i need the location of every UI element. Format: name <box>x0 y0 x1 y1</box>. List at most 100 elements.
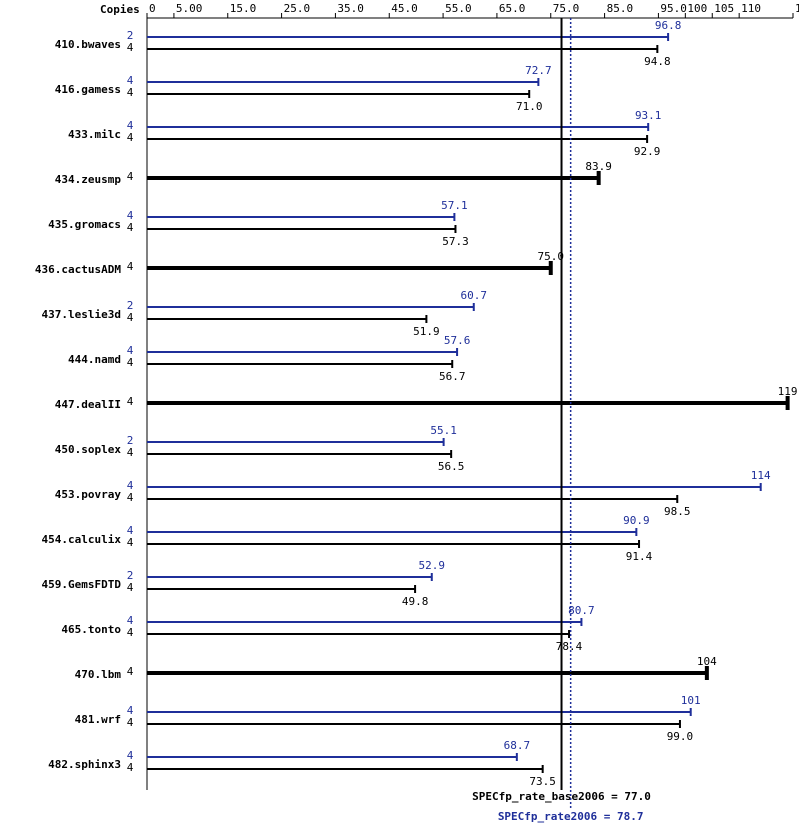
reference-label: SPECfp_rate_base2006 = 77.0 <box>472 790 651 803</box>
category-label: 459.GemsFDTD <box>42 578 122 591</box>
copies-label: 4 <box>127 260 134 273</box>
copies-label: 4 <box>127 524 134 537</box>
copies-label: 4 <box>127 446 134 459</box>
category-label: 447.dealII <box>55 398 121 411</box>
value-label: 60.7 <box>461 289 488 302</box>
bar <box>147 720 681 728</box>
x-tick-label: 5.00 <box>176 2 203 15</box>
x-tick-label: 85.0 <box>607 2 634 15</box>
copies-label: 2 <box>127 29 134 42</box>
value-label: 104 <box>697 655 717 668</box>
bar <box>147 495 679 503</box>
category-label: 481.wrf <box>75 713 121 726</box>
category-label: 450.soplex <box>55 443 122 456</box>
value-label: 72.7 <box>525 64 552 77</box>
x-tick-label: 25.0 <box>284 2 311 15</box>
value-label: 73.5 <box>529 775 556 788</box>
value-label: 56.7 <box>439 370 466 383</box>
bar <box>147 225 457 233</box>
value-label: 80.7 <box>568 604 595 617</box>
x-tick-label: 15.0 <box>230 2 257 15</box>
copies-label: 4 <box>127 761 134 774</box>
bar <box>147 753 518 761</box>
copies-label: 4 <box>127 74 134 87</box>
x-tick-label: 95.0 <box>660 2 687 15</box>
bar <box>147 261 553 275</box>
copies-label: 4 <box>127 344 134 357</box>
copies-label: 4 <box>127 209 134 222</box>
value-label: 57.3 <box>442 235 469 248</box>
bar <box>147 528 638 536</box>
value-label: 56.5 <box>438 460 465 473</box>
bar <box>147 123 650 131</box>
value-label: 101 <box>681 694 701 707</box>
copies-label: 4 <box>127 704 134 717</box>
value-label: 114 <box>751 469 771 482</box>
copies-label: 4 <box>127 170 134 183</box>
copies-label: 4 <box>127 716 134 729</box>
category-label: 444.namd <box>68 353 121 366</box>
value-label: 52.9 <box>419 559 446 572</box>
bar <box>147 765 544 773</box>
bar <box>147 573 433 581</box>
copies-label: 4 <box>127 356 134 369</box>
bar <box>147 213 456 221</box>
bar <box>147 171 601 185</box>
copies-label: 4 <box>127 86 134 99</box>
copies-label: 2 <box>127 569 134 582</box>
value-label: 68.7 <box>504 739 531 752</box>
value-label: 90.9 <box>623 514 650 527</box>
value-label: 91.4 <box>626 550 653 563</box>
bar <box>147 618 583 626</box>
x-tick-label: 35.0 <box>337 2 364 15</box>
copies-label: 4 <box>127 626 134 639</box>
copies-header: Copies <box>100 3 140 16</box>
copies-label: 4 <box>127 119 134 132</box>
bar <box>147 78 540 86</box>
bar <box>147 708 692 716</box>
bar <box>147 540 641 548</box>
copies-label: 4 <box>127 614 134 627</box>
x-tick-label: 100 <box>687 2 707 15</box>
value-label: 99.0 <box>667 730 694 743</box>
value-label: 96.8 <box>655 19 682 32</box>
copies-label: 4 <box>127 479 134 492</box>
copies-label: 4 <box>127 41 134 54</box>
bar <box>147 438 445 446</box>
bar <box>147 360 454 368</box>
x-tick-label: 65.0 <box>499 2 525 15</box>
value-label: 93.1 <box>635 109 662 122</box>
copies-label: 4 <box>127 749 134 762</box>
bar <box>147 630 571 638</box>
category-label: 482.sphinx3 <box>48 758 121 771</box>
x-tick-label: 110 <box>741 2 761 15</box>
value-label: 55.1 <box>430 424 457 437</box>
x-tick-label: 55.0 <box>445 2 472 15</box>
bar <box>147 90 531 98</box>
copies-label: 4 <box>127 311 134 324</box>
category-label: 437.leslie3d <box>42 308 121 321</box>
bar <box>147 315 428 323</box>
copies-label: 2 <box>127 434 134 447</box>
value-label: 51.9 <box>413 325 440 338</box>
bar <box>147 450 453 458</box>
value-label: 78.4 <box>556 640 583 653</box>
category-label: 454.calculix <box>42 533 122 546</box>
value-label: 71.0 <box>516 100 543 113</box>
value-label: 83.9 <box>585 160 612 173</box>
copies-label: 2 <box>127 299 134 312</box>
category-label: 435.gromacs <box>48 218 121 231</box>
copies-label: 4 <box>127 581 134 594</box>
value-label: 75.0 <box>538 250 565 263</box>
value-label: 49.8 <box>402 595 429 608</box>
bar <box>147 585 417 593</box>
copies-label: 4 <box>127 395 134 408</box>
copies-label: 4 <box>127 221 134 234</box>
value-label: 119 <box>778 385 798 398</box>
category-label: 436.cactusADM <box>35 263 121 276</box>
copies-label: 4 <box>127 131 134 144</box>
bar <box>147 303 475 311</box>
value-label: 92.9 <box>634 145 661 158</box>
